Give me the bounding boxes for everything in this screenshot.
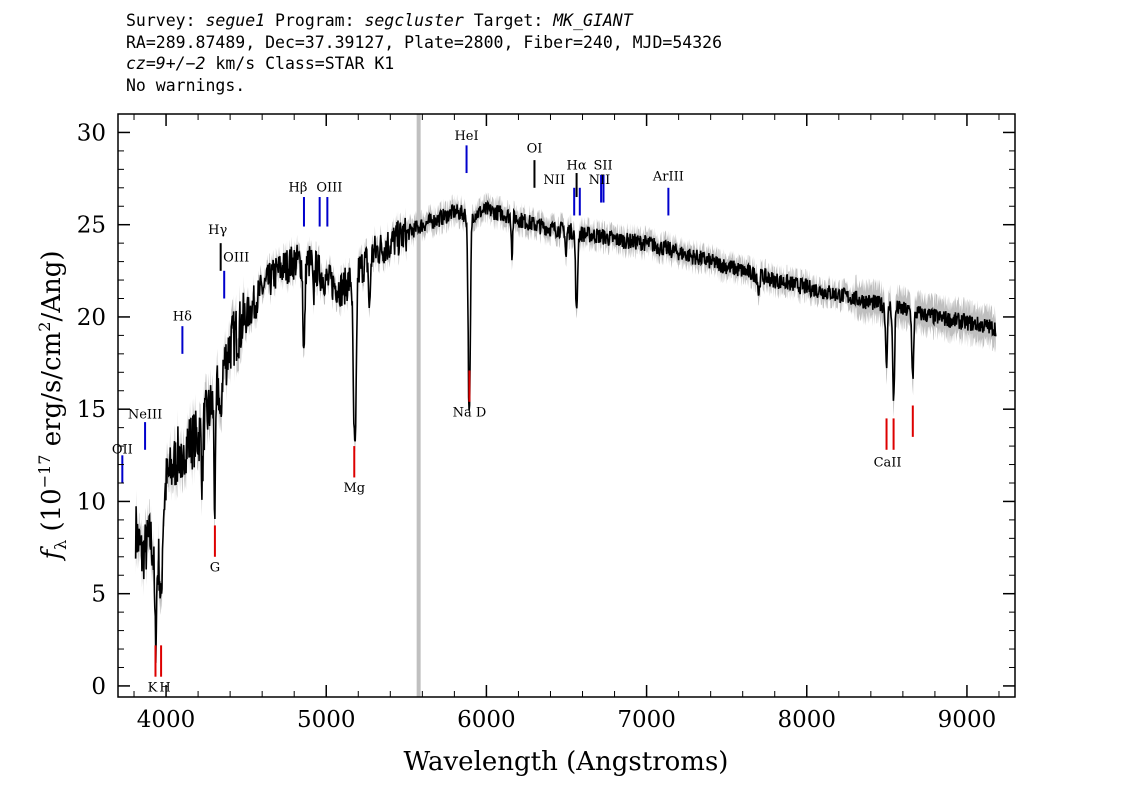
x-tick-label-9000: 9000 bbox=[938, 707, 997, 733]
y-tick-label-5: 5 bbox=[91, 582, 106, 608]
axis-ticks: 4000 5000 6000 7000 8000 9000 0 5 10 15 20 25 30 bbox=[77, 114, 1015, 733]
y-tick-label-20: 20 bbox=[77, 305, 106, 331]
error-band-area bbox=[135, 192, 996, 680]
x-tick-label-5000: 5000 bbox=[297, 707, 356, 733]
marker-label-mg-5175: Mg bbox=[343, 481, 365, 496]
marker-label-h--6563: Hα bbox=[567, 158, 587, 173]
program-label: Program: bbox=[265, 11, 355, 30]
marker-label-h--4102: Hδ bbox=[173, 310, 192, 325]
header-line-1: Survey: segue1 Program: segcluster Targe… bbox=[126, 10, 722, 32]
marker-label-oi-6300: OI bbox=[527, 142, 543, 157]
y-tick-label-15: 15 bbox=[77, 397, 106, 423]
plot-frame bbox=[117, 113, 1016, 698]
x-tick-label-8000: 8000 bbox=[777, 707, 836, 733]
marker-label-h-3969: H bbox=[159, 680, 170, 695]
cz-rest: km/s Class=STAR K1 bbox=[205, 54, 395, 73]
x-tick-label-6000: 6000 bbox=[457, 707, 516, 733]
x-axis-title: Wavelength (Angstroms) bbox=[404, 747, 729, 777]
target-label: Target: bbox=[463, 11, 544, 30]
marker-label-neiii-3869: NeIII bbox=[128, 407, 162, 422]
spectrum-series bbox=[134, 199, 997, 663]
marker-label-caii-8542: CaII bbox=[874, 455, 902, 470]
header-line-4: No warnings. bbox=[126, 75, 246, 95]
y-tick-label-0: 0 bbox=[91, 674, 106, 700]
cz-value: =9+/−2 bbox=[145, 54, 206, 73]
x-tick-label-7000: 7000 bbox=[617, 707, 676, 733]
error-band bbox=[135, 192, 996, 680]
survey-value: segue1 bbox=[205, 11, 266, 30]
header-line-3: cz=9+/−2 km/s Class=STAR K1 bbox=[126, 53, 722, 75]
marker-label-hei-5876: HeI bbox=[454, 129, 478, 144]
y-axis-title: fλ (10−17 erg/s/cm2/Ang) bbox=[35, 250, 70, 561]
marker-label-h--4341: Hγ bbox=[208, 223, 227, 238]
survey-label: Survey: bbox=[126, 11, 196, 30]
y-tick-label-10: 10 bbox=[77, 489, 106, 515]
cz-label: cz bbox=[126, 54, 146, 73]
program-value: segcluster bbox=[364, 11, 464, 30]
x-tick-label-4000: 4000 bbox=[137, 707, 196, 733]
target-value: MK_GIANT bbox=[553, 11, 633, 30]
svg-text:fλ (10−17 erg/s/cm2/Ang): fλ (10−17 erg/s/cm2/Ang) bbox=[35, 250, 70, 561]
spectrum-header: Survey: segue1 Program: segcluster Targe… bbox=[126, 10, 722, 96]
y-tick-label-30: 30 bbox=[77, 120, 106, 146]
marker-label-g-4305: G bbox=[210, 561, 220, 576]
marker-label-sii-6716: SII bbox=[594, 158, 613, 173]
marker-label-ariii-7136: ArIII bbox=[652, 169, 684, 184]
spectrum-line bbox=[134, 199, 997, 663]
marker-label-oiii-5007: OIII bbox=[316, 180, 342, 195]
marker-label-h--4861: Hβ bbox=[289, 180, 308, 195]
y-tick-label-25: 25 bbox=[77, 213, 106, 239]
header-line-2: RA=289.87489, Dec=37.39127, Plate=2800, … bbox=[126, 32, 723, 52]
marker-label-k-3934: K bbox=[148, 680, 158, 695]
marker-label-nii-6548: NII bbox=[543, 173, 565, 188]
marker-label-nii-6731: NII bbox=[589, 173, 611, 188]
marker-label-na-d-5894: Na D bbox=[453, 406, 487, 421]
marker-label-oiii-4363: OIII bbox=[223, 251, 249, 266]
marker-label-oii-3727: OII bbox=[112, 442, 133, 457]
